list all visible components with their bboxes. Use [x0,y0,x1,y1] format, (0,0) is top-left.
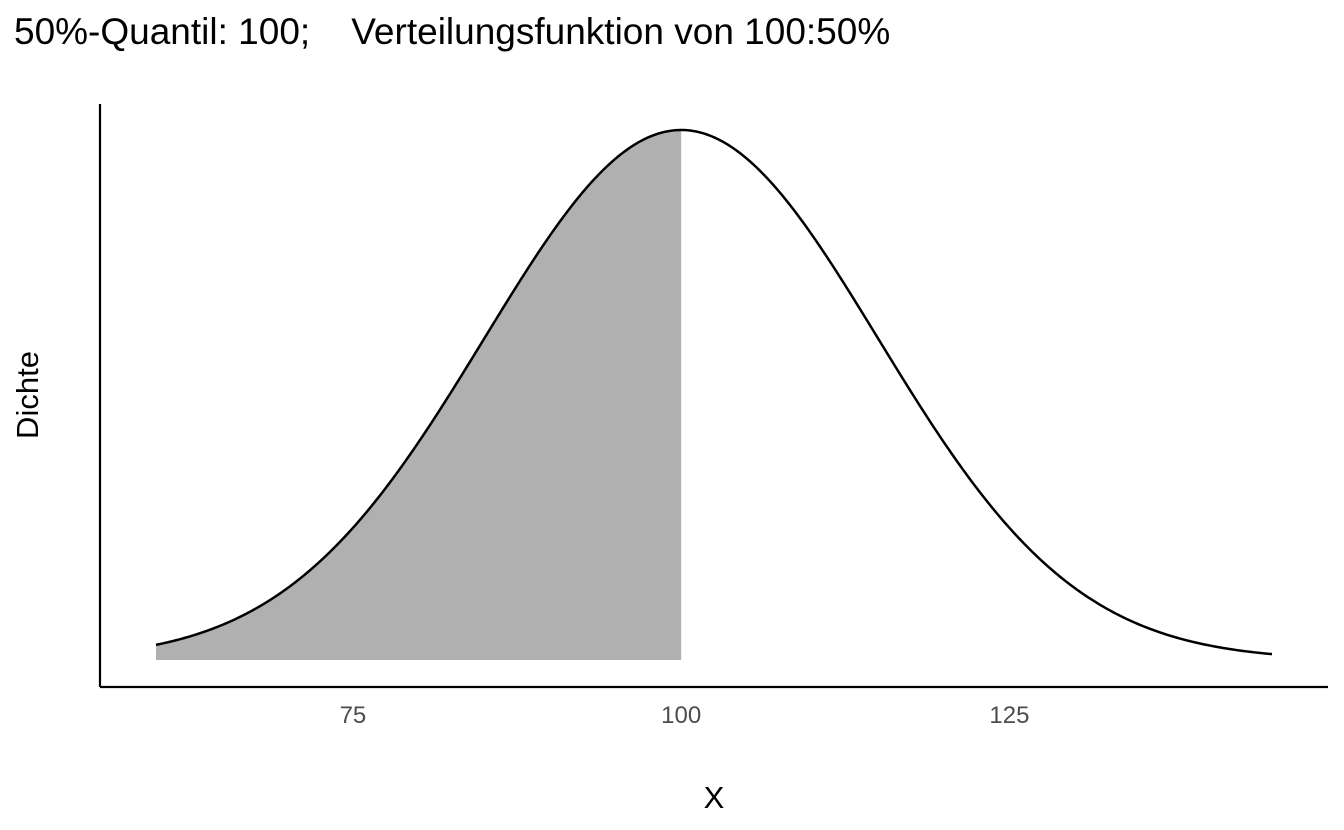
y-axis-title: Dichte [10,351,45,439]
x-tick-label: 125 [989,702,1029,729]
x-axis-ticks: 75 100 125 [340,702,1030,729]
plot-area: 75 100 125 [98,104,1328,729]
chart-title: 50%-Quantil: 100; Verteilungsfunktion vo… [14,11,890,52]
shaded-area-cdf [156,130,682,660]
x-tick-label: 75 [340,702,367,729]
density-curve [155,128,1273,656]
x-tick-label: 100 [661,702,701,729]
x-axis-title: X [704,780,725,815]
